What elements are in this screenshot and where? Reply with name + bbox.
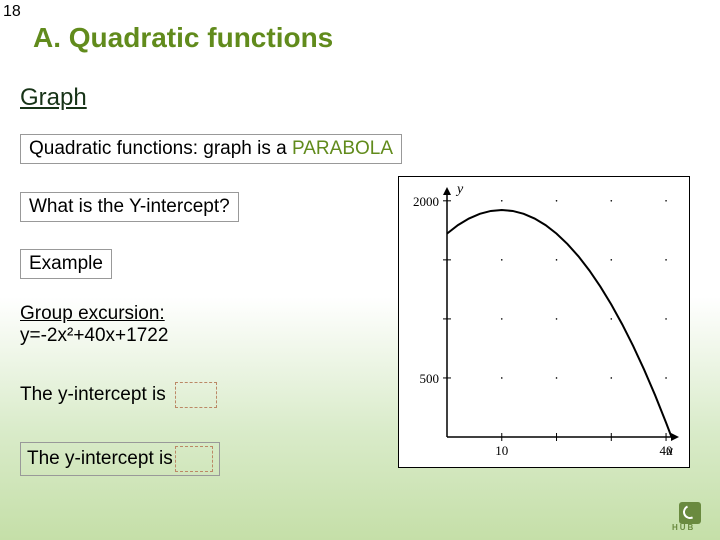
logo: HUB xyxy=(672,502,708,532)
equation-block: Group excursion: y=-2x²+40x+1722 xyxy=(20,303,168,347)
yintercept2-text: The y-intercept is xyxy=(27,448,173,469)
equation-heading: Group excursion: xyxy=(20,303,168,325)
svg-text:500: 500 xyxy=(420,371,440,386)
example-label: Example xyxy=(20,249,112,279)
svg-text:y: y xyxy=(455,182,464,197)
blank-box-2 xyxy=(175,446,213,472)
blank-box-1 xyxy=(175,382,217,408)
page-title: A. Quadratic functions xyxy=(33,22,333,54)
yintercept1-text: The y-intercept is xyxy=(20,384,171,405)
y-intercept-line-2: The y-intercept is xyxy=(20,442,220,476)
svg-text:2000: 2000 xyxy=(413,194,439,209)
definition-highlight: PARABOLA xyxy=(292,138,393,159)
question-box: What is the Y-intercept? xyxy=(20,192,239,222)
page-number: 18 xyxy=(3,3,21,21)
section-heading: Graph xyxy=(20,84,87,112)
parabola-chart: 10405002000yx xyxy=(398,176,690,468)
definition-prefix: Quadratic functions: graph is a xyxy=(29,138,292,159)
equation-text: y=-2x²+40x+1722 xyxy=(20,325,168,347)
y-intercept-line-1: The y-intercept is xyxy=(20,382,217,408)
svg-text:10: 10 xyxy=(495,443,508,458)
svg-text:x: x xyxy=(666,444,674,459)
definition-box: Quadratic functions: graph is a PARABOLA xyxy=(20,134,402,164)
logo-text: HUB xyxy=(672,523,695,532)
